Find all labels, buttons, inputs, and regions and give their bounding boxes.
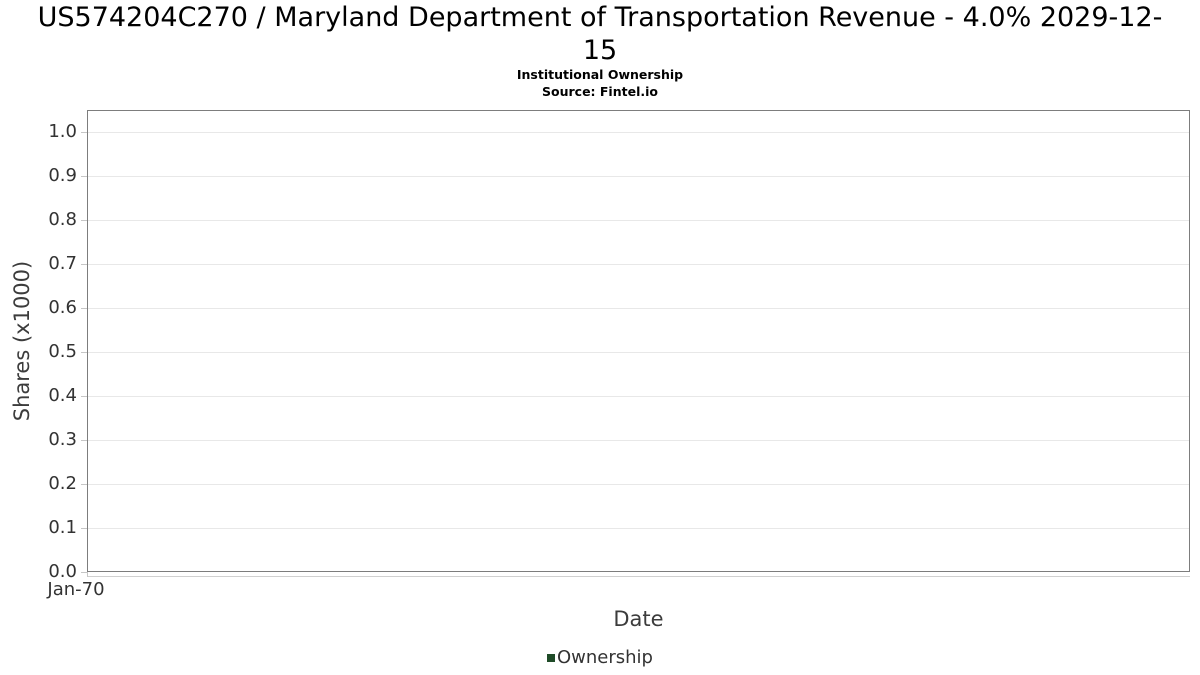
y-tick-label: 0.1 xyxy=(48,517,77,538)
y-tick-mark xyxy=(81,175,87,177)
y-tick-label: 0.2 xyxy=(48,473,77,494)
gridline xyxy=(88,483,1189,485)
gridline xyxy=(88,395,1189,397)
x-tick-mark xyxy=(87,572,88,577)
chart-title-line1: US574204C270 / Maryland Department of Tr… xyxy=(37,2,1163,33)
y-tick-mark xyxy=(81,307,87,309)
y-tick-label: 0.8 xyxy=(48,209,77,230)
y-tick-label: 0.9 xyxy=(48,165,77,186)
gridline xyxy=(88,307,1189,309)
gridline xyxy=(88,263,1189,265)
y-tick-label: 0.5 xyxy=(48,341,77,362)
x-axis-title: Date xyxy=(613,607,664,631)
y-tick-mark xyxy=(81,395,87,397)
y-tick-label: 0.7 xyxy=(48,253,77,274)
y-tick-label: 0.4 xyxy=(48,385,77,406)
x-axis-line xyxy=(87,576,1190,577)
legend: Ownership xyxy=(0,647,1200,669)
y-tick-mark xyxy=(81,571,87,573)
chart-subtitle: Institutional Ownership xyxy=(516,67,684,82)
y-tick-label: 0.6 xyxy=(48,297,77,318)
gridline xyxy=(88,175,1189,177)
gridline xyxy=(88,527,1189,529)
legend-label: Ownership xyxy=(557,647,653,668)
chart-source: Source: Fintel.io xyxy=(542,84,658,99)
y-tick-mark xyxy=(81,483,87,485)
gridline xyxy=(88,131,1189,133)
y-tick-label: 1.0 xyxy=(48,121,77,142)
gridline xyxy=(88,439,1189,441)
y-tick-mark xyxy=(81,351,87,353)
chart-title-line2: 15 xyxy=(582,35,618,66)
gridline xyxy=(88,351,1189,353)
y-tick-mark xyxy=(81,439,87,441)
y-axis-title: Shares (x1000) xyxy=(10,260,34,422)
y-tick-label: 0.0 xyxy=(48,561,77,582)
plot-area xyxy=(87,110,1190,572)
gridline xyxy=(88,219,1189,221)
y-tick-mark xyxy=(81,527,87,529)
y-tick-mark xyxy=(81,219,87,221)
y-tick-mark xyxy=(81,131,87,133)
y-tick-label: 0.3 xyxy=(48,429,77,450)
y-tick-mark xyxy=(81,263,87,265)
x-tick-label: Jan-70 xyxy=(47,579,105,600)
ownership-series-marker-icon xyxy=(547,654,555,662)
